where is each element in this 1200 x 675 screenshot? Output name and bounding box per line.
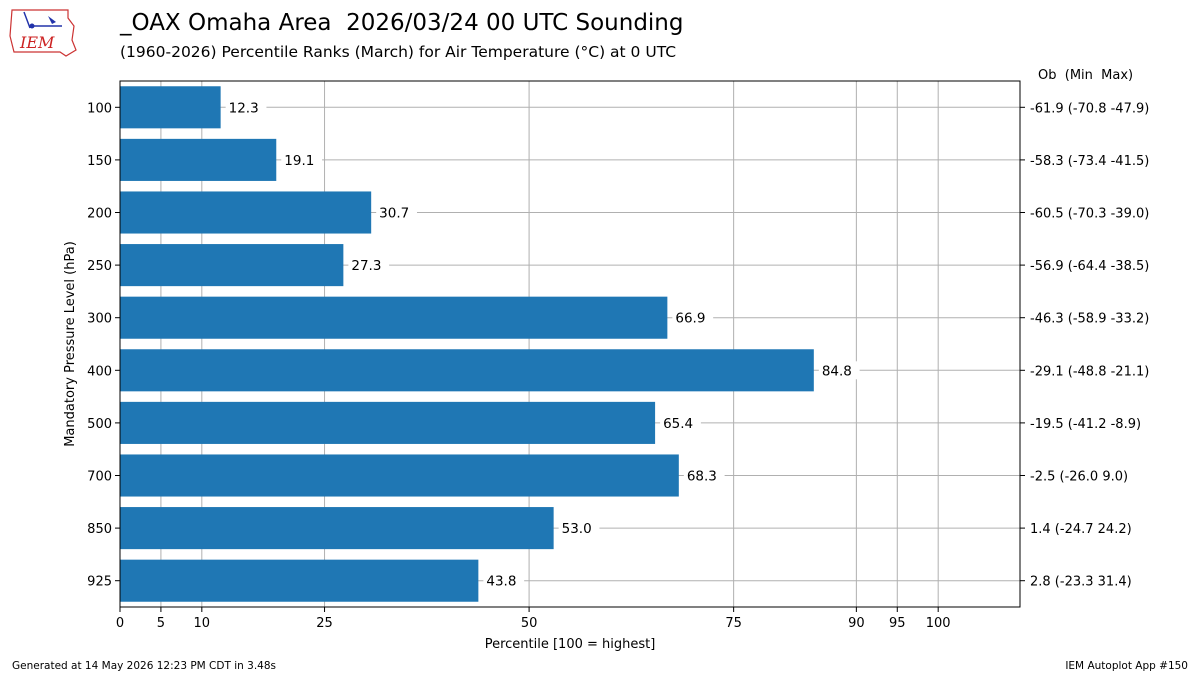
right-tick-label: 1.4 (-24.7 24.2) — [1030, 522, 1132, 537]
bar — [120, 191, 372, 234]
bar — [120, 349, 814, 392]
right-tick-label: -2.5 (-26.0 9.0) — [1030, 470, 1128, 485]
x-tick-label: 5 — [157, 616, 165, 631]
y-tick-label: 850 — [87, 522, 112, 537]
value-label: 43.8 — [486, 574, 516, 590]
y-tick-label: 250 — [87, 259, 112, 274]
right-tick-label: -60.5 (-70.3 -39.0) — [1030, 207, 1149, 222]
y-tick-label: 700 — [87, 470, 112, 485]
value-label-bg — [348, 256, 390, 275]
y-tick-label: 300 — [87, 312, 112, 327]
plot-frame — [119, 80, 1021, 608]
y-axis-label: Mandatory Pressure Level (hPa) — [63, 241, 78, 447]
iem-logo: IEM — [9, 9, 77, 57]
chart-title: _OAX Omaha Area 2026/03/24 00 UTC Soundi… — [120, 10, 684, 36]
axes: 0 5 10 25 50 75 90 95 100 100 -61.9 (-70.8 -47.9) 1… — [63, 80, 1149, 652]
value-label-bg — [225, 98, 267, 117]
bar — [120, 507, 554, 550]
y-tick-label: 500 — [87, 417, 112, 432]
x-tick-label: 75 — [725, 616, 742, 631]
right-tick-label: -19.5 (-41.2 -8.9) — [1030, 417, 1141, 432]
bar — [120, 138, 277, 181]
chart-subtitle: (1960-2026) Percentile Ranks (March) for… — [120, 43, 677, 61]
value-label-bg — [660, 413, 701, 432]
value-label: 19.1 — [284, 153, 314, 169]
value-label: 65.4 — [663, 416, 693, 432]
app-footer: IEM Autoplot App #150 — [1065, 660, 1188, 672]
value-label-bg — [672, 308, 714, 327]
y-tick-label: 925 — [87, 575, 112, 590]
value-label: 84.8 — [822, 363, 852, 379]
bar — [120, 454, 679, 497]
value-label: 30.7 — [379, 206, 409, 222]
x-tick-label: 50 — [521, 616, 538, 631]
value-label: 12.3 — [229, 100, 259, 116]
value-label: 27.3 — [351, 258, 381, 274]
value-label-bg — [683, 466, 725, 485]
x-tick-label: 25 — [316, 616, 333, 631]
bars — [120, 86, 814, 602]
x-tick-label: 90 — [848, 616, 865, 631]
x-tick-label: 0 — [116, 616, 124, 631]
value-label-bg — [558, 519, 600, 538]
y-tick-label: 100 — [87, 101, 112, 116]
generated-footer: Generated at 14 May 2026 12:23 PM CDT in… — [12, 660, 276, 672]
bar — [120, 86, 221, 129]
right-tick-label: -29.1 (-48.8 -21.1) — [1030, 364, 1149, 379]
right-tick-label: -56.9 (-64.4 -38.5) — [1030, 259, 1149, 274]
value-label: 53.0 — [562, 521, 592, 537]
bar — [120, 559, 479, 602]
logo-text: IEM — [19, 33, 55, 52]
value-label: 66.9 — [675, 311, 705, 327]
value-label-bg — [818, 361, 860, 380]
right-column-header: Ob (Min Max) — [1038, 68, 1134, 83]
x-axis-label: Percentile [100 = highest] — [485, 637, 656, 652]
x-tick-label: 95 — [889, 616, 906, 631]
right-tick-label: -46.3 (-58.9 -33.2) — [1030, 312, 1149, 327]
labels: 12.3 19.1 30.7 27.3 66.9 84.8 65.4 68.3 53.0 43.8 — [225, 98, 860, 590]
bar — [120, 296, 668, 339]
bar — [120, 401, 656, 444]
right-tick-label: -58.3 (-73.4 -41.5) — [1030, 154, 1149, 169]
value-label-bg — [376, 203, 417, 222]
x-tick-label: 10 — [194, 616, 211, 631]
value-label-bg — [281, 150, 323, 169]
x-tick-label: 100 — [926, 616, 951, 631]
y-tick-label: 400 — [87, 364, 112, 379]
value-label-bg — [483, 571, 525, 590]
y-tick-label: 150 — [87, 154, 112, 169]
value-label: 68.3 — [687, 469, 717, 485]
y-tick-label: 200 — [87, 207, 112, 222]
bar — [120, 244, 344, 287]
right-tick-label: 2.8 (-23.3 31.4) — [1030, 575, 1132, 590]
right-tick-label: -61.9 (-70.8 -47.9) — [1030, 101, 1149, 116]
